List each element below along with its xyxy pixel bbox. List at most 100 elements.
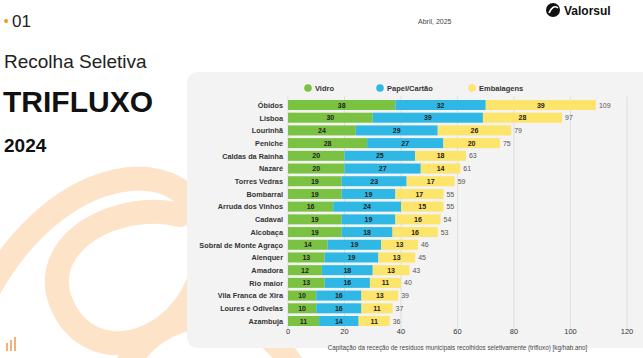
tick-label: 20 <box>340 327 348 336</box>
bar-segment <box>288 151 345 161</box>
bar-segment <box>342 227 393 237</box>
data-label: 19 <box>311 216 319 223</box>
total-label: 54 <box>444 216 452 223</box>
bar-segment <box>333 202 401 212</box>
bar-segment <box>395 214 440 224</box>
tick-label: 120 <box>621 327 634 336</box>
bar-segment <box>342 214 396 224</box>
category-label: Lourinhã <box>252 126 284 135</box>
data-label: 14 <box>304 241 312 248</box>
bar-segment <box>288 189 342 199</box>
data-label: 20 <box>468 140 476 147</box>
bar-segment <box>288 240 328 250</box>
data-label: 39 <box>537 102 545 109</box>
number-dot <box>4 19 8 23</box>
data-label: 25 <box>376 152 384 159</box>
data-label: 13 <box>387 267 395 274</box>
tick-label: 0 <box>286 327 290 336</box>
decor-icon <box>6 337 16 351</box>
bar-segment <box>342 176 407 186</box>
category-label: Azambuja <box>249 317 284 326</box>
data-label: 15 <box>418 203 426 210</box>
data-label: 16 <box>335 292 343 299</box>
legend-label: Embalagens <box>479 84 523 93</box>
data-label: 11 <box>382 279 390 286</box>
bar-segment <box>288 291 316 301</box>
data-label: 16 <box>307 203 315 210</box>
grid-line <box>570 97 571 330</box>
category-label: Peniche <box>255 139 283 148</box>
data-label: 39 <box>424 114 432 121</box>
total-label: 36 <box>393 318 401 325</box>
total-label: 109 <box>599 102 611 109</box>
data-label: 19 <box>350 241 358 248</box>
bar-segment <box>415 151 466 161</box>
data-label: 18 <box>437 152 445 159</box>
slide: 01Abril, 2025ValorsulRecolha SeletivaTRI… <box>0 0 643 358</box>
bar-segment <box>373 113 483 123</box>
bar-segment <box>345 151 416 161</box>
data-label: 11 <box>373 305 381 312</box>
tick-label: 80 <box>510 327 518 336</box>
legend-label: Papel/Cartão <box>387 84 433 93</box>
data-label: 16 <box>343 279 351 286</box>
data-label: 20 <box>312 152 320 159</box>
data-label: 13 <box>376 292 384 299</box>
data-label: 28 <box>519 114 527 121</box>
bar-segment <box>378 252 415 262</box>
total-label: 75 <box>503 140 511 147</box>
category-label: Alcobaça <box>251 228 284 237</box>
bar-segment <box>288 316 319 326</box>
legend-label: Vidro <box>315 84 334 93</box>
bar-segment <box>325 252 379 262</box>
bar-segment <box>395 189 443 199</box>
category-label: Nazaré <box>259 164 283 173</box>
data-label: 11 <box>300 318 308 325</box>
bar-segment <box>483 113 562 123</box>
total-label: 46 <box>421 241 429 248</box>
data-label: 14 <box>335 318 343 325</box>
category-label: Amadora <box>251 266 284 275</box>
bar-segment <box>342 189 396 199</box>
total-label: 97 <box>565 114 573 121</box>
bar-segment <box>316 303 361 313</box>
data-label: 19 <box>365 216 373 223</box>
data-label: 17 <box>427 178 435 185</box>
category-label: Bombarral <box>247 190 284 199</box>
data-label: 17 <box>415 191 423 198</box>
bar-segment <box>381 240 418 250</box>
bar-segment <box>288 278 325 288</box>
bar-segment <box>288 202 333 212</box>
date: Abril, 2025 <box>418 18 452 25</box>
bar-segment <box>288 113 373 123</box>
data-label: 12 <box>301 267 309 274</box>
bar-segment <box>361 291 398 301</box>
bar-segment <box>367 138 443 148</box>
data-label: 20 <box>312 165 320 172</box>
category-label: Vila Franca de Xira <box>218 291 284 300</box>
bar-segment <box>288 303 316 313</box>
data-label: 24 <box>363 203 371 210</box>
total-label: 43 <box>412 267 420 274</box>
bar-segment <box>393 227 438 237</box>
brand: Valorsul <box>564 4 611 18</box>
bar-segment <box>288 138 367 148</box>
bar-segment <box>421 164 461 174</box>
bar-segment <box>345 164 421 174</box>
data-label: 16 <box>414 216 422 223</box>
total-label: 39 <box>401 292 409 299</box>
data-label: 18 <box>363 229 371 236</box>
heading: Recolha Seletiva <box>4 51 147 72</box>
data-label: 11 <box>370 318 378 325</box>
data-label: 19 <box>365 191 373 198</box>
total-label: 53 <box>441 229 449 236</box>
data-label: 19 <box>348 254 356 261</box>
grid-line <box>627 97 628 330</box>
decor-icon-bar <box>6 343 8 351</box>
data-label: 28 <box>324 140 332 147</box>
category-label: Óbidos <box>258 101 283 110</box>
data-label: 13 <box>396 241 404 248</box>
grid <box>288 97 627 330</box>
slide-number: 01 <box>12 12 31 31</box>
year: 2024 <box>4 135 47 156</box>
